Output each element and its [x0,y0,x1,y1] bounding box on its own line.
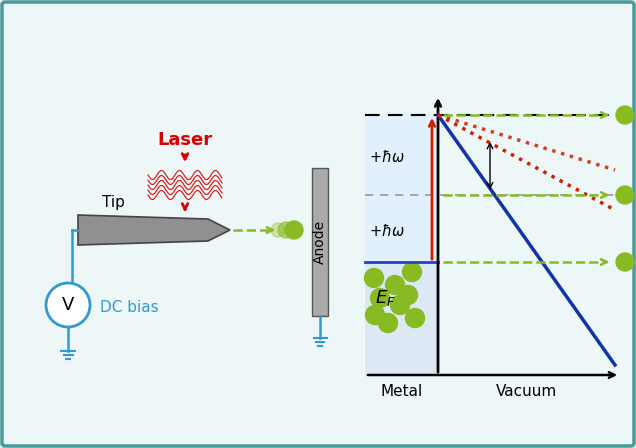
Text: $+\hbar\omega$: $+\hbar\omega$ [369,149,405,165]
Circle shape [391,296,410,314]
Text: V: V [62,296,74,314]
Circle shape [399,285,417,305]
Text: Laser: Laser [158,131,212,149]
Circle shape [371,289,389,307]
Circle shape [406,309,424,327]
Bar [312,168,328,316]
Text: DC bias: DC bias [100,300,158,314]
Text: $\mathit{E}_F$: $\mathit{E}_F$ [375,288,396,308]
Circle shape [616,253,634,271]
Circle shape [278,222,294,238]
Text: Anode: Anode [313,220,327,264]
Text: $+\hbar\omega$: $+\hbar\omega$ [369,223,405,238]
Text: Tip: Tip [102,194,125,210]
Bar [365,262,438,375]
Bar [365,113,438,262]
Circle shape [364,268,384,288]
Circle shape [46,283,90,327]
Text: Metal: Metal [380,383,423,399]
Circle shape [271,223,285,237]
Polygon shape [78,215,230,245]
Circle shape [616,106,634,124]
Text: Vacuum: Vacuum [496,383,557,399]
Circle shape [385,276,404,294]
Circle shape [378,314,398,332]
Circle shape [403,263,422,281]
Circle shape [366,306,385,324]
Circle shape [285,221,303,239]
Circle shape [616,186,634,204]
